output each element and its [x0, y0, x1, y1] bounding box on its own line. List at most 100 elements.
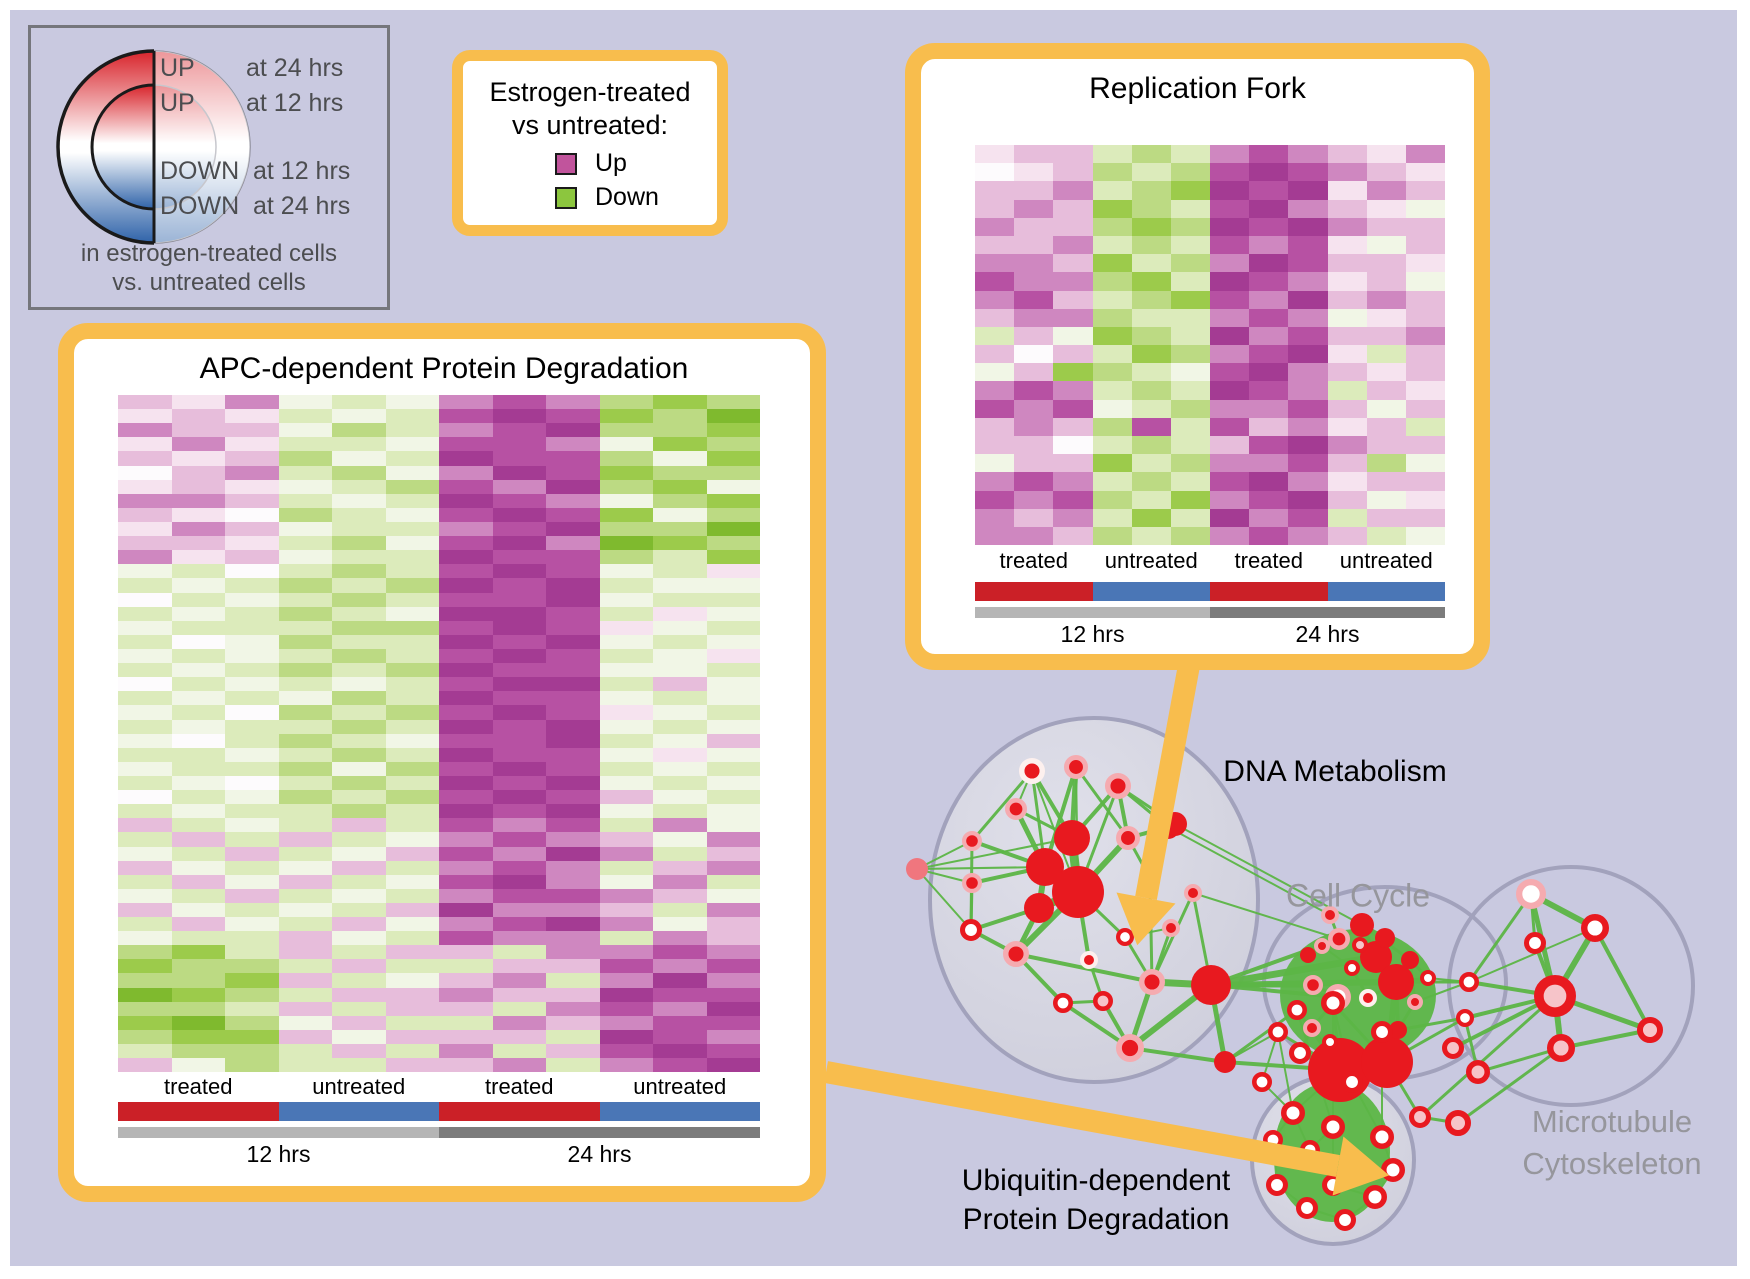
heatmap-cell [1092, 308, 1132, 327]
heatmap-cell [546, 663, 600, 678]
heatmap-cell [1210, 454, 1250, 473]
heatmap-cell [706, 719, 760, 734]
heatmap-cell [706, 747, 760, 762]
heatmap-cell [653, 493, 707, 508]
heatmap-cell [1092, 181, 1132, 200]
heatmap-cell [653, 733, 707, 748]
heatmap-cell [492, 804, 546, 819]
heatmap-cell [118, 747, 172, 762]
network-node [1026, 848, 1064, 886]
heatmap-cell [439, 917, 493, 932]
heatmap-cell [492, 917, 546, 932]
heatmap-cell [1092, 436, 1132, 455]
heatmap-row [975, 381, 1446, 400]
heatmap-cell [385, 479, 439, 494]
heatmap-row [118, 860, 760, 875]
heatmap-row [118, 395, 760, 410]
heatmap-cell [439, 888, 493, 903]
heatmap-cell [1170, 308, 1211, 327]
heatmap-cell [225, 451, 279, 466]
heatmap-row [118, 775, 760, 791]
heatmap-cell [492, 479, 546, 494]
heatmap-cell [706, 1015, 760, 1030]
heatmap-row [975, 508, 1446, 527]
heatmap-cell [225, 634, 279, 649]
heatmap-cell [1053, 163, 1093, 182]
heatmap-cell [546, 917, 600, 932]
heatmap-row [118, 973, 760, 988]
heatmap-cell [1366, 436, 1406, 455]
heatmap-cell [706, 874, 760, 889]
heatmap-cell [385, 465, 439, 480]
heatmap-cell [599, 719, 653, 734]
time-label: 24 hrs [567, 1141, 632, 1167]
heatmap-cell [706, 395, 760, 410]
heatmap-cell [278, 874, 332, 889]
heatmap-cell [385, 733, 439, 748]
heatmap-cell [1288, 254, 1328, 273]
heatmap-cell [278, 691, 332, 706]
heatmap-cell [599, 804, 653, 819]
heatmap-cell [1210, 363, 1250, 382]
network-node [1116, 826, 1141, 851]
network-node [1370, 1125, 1395, 1150]
heatmap-row [975, 308, 1446, 327]
treated-label: treated [485, 1074, 554, 1099]
heatmap-cell [706, 818, 760, 833]
heatmap-cell [492, 620, 546, 635]
heatmap-cell [706, 775, 760, 791]
heatmap-cell [118, 465, 172, 480]
heatmap-cell [439, 648, 493, 664]
network-node [1191, 965, 1231, 1005]
heatmap-cell [385, 606, 439, 621]
heatmap-cell [546, 987, 600, 1002]
heatmap-cell [1327, 308, 1367, 327]
heatmap-cell [653, 479, 707, 494]
heatmap-cell [1288, 417, 1328, 436]
heatmap-cell [118, 733, 172, 748]
network-node [1334, 1209, 1357, 1232]
network-node [1302, 974, 1323, 995]
heatmap-cell [332, 663, 386, 678]
heatmap-row [975, 163, 1446, 182]
heatmap-cell [1170, 417, 1211, 436]
heatmap-cell [492, 564, 546, 579]
heatmap-cell [332, 973, 386, 988]
heatmap-cell [332, 479, 386, 494]
heatmap-cell [171, 479, 225, 494]
heatmap-cell [171, 917, 225, 932]
heatmap-cell [1053, 254, 1093, 273]
heatmap-cell [1131, 526, 1171, 546]
heatmap-cell [599, 437, 653, 452]
heatmap-cell [1170, 399, 1211, 418]
treated-label: treated [999, 548, 1069, 573]
heatmap-cell [492, 1044, 546, 1059]
heatmap-cell [546, 691, 600, 706]
heatmap-cell [706, 959, 760, 974]
heatmap-row [118, 733, 760, 748]
heatmap-cell [599, 888, 653, 903]
heatmap-cell [118, 804, 172, 819]
ubiquitin-label-line2: Protein Degradation [962, 1203, 1230, 1236]
heatmap-cell [1288, 235, 1328, 255]
heatmap-cell [439, 902, 493, 918]
heatmap-cell [599, 931, 653, 946]
network-node [1018, 757, 1045, 784]
network-node [1361, 1036, 1413, 1088]
heatmap-cell [171, 620, 225, 635]
heatmap-cell [118, 931, 172, 946]
heatmap-cell [1014, 399, 1054, 418]
heatmap-cell [975, 454, 1015, 473]
heatmap-cell [492, 747, 546, 762]
network-node [1266, 1174, 1289, 1197]
heatmap-cell [171, 564, 225, 579]
heatmap-cell [1249, 381, 1289, 400]
heatmap-cell [653, 465, 707, 480]
heatmap-cell [1210, 436, 1250, 455]
heatmap-cell [1210, 199, 1250, 218]
heatmap-cell [171, 1058, 225, 1073]
network-node [1115, 1033, 1144, 1062]
heatmap-cell [332, 409, 386, 424]
heatmap-cell [1327, 217, 1367, 236]
heatmap-cell [599, 663, 653, 678]
